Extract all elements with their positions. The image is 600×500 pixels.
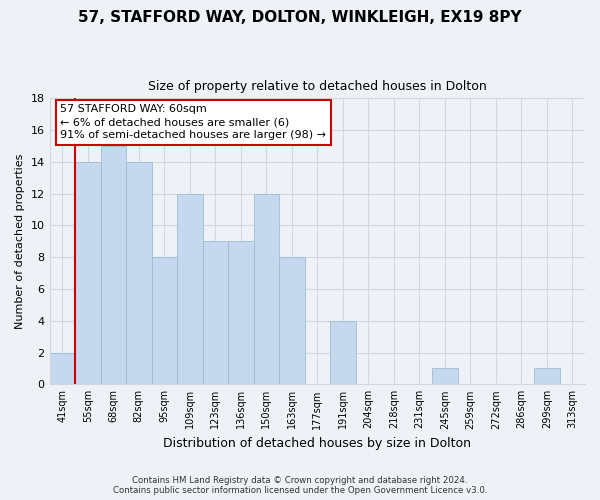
- Bar: [50, 352, 75, 384]
- Bar: [534, 368, 560, 384]
- Bar: [177, 194, 203, 384]
- Bar: [152, 257, 177, 384]
- Y-axis label: Number of detached properties: Number of detached properties: [15, 154, 25, 329]
- Bar: [228, 242, 254, 384]
- Title: Size of property relative to detached houses in Dolton: Size of property relative to detached ho…: [148, 80, 487, 93]
- Text: 57, STAFFORD WAY, DOLTON, WINKLEIGH, EX19 8PY: 57, STAFFORD WAY, DOLTON, WINKLEIGH, EX1…: [78, 10, 522, 25]
- Bar: [432, 368, 458, 384]
- Bar: [101, 146, 126, 384]
- Bar: [330, 321, 356, 384]
- Bar: [203, 242, 228, 384]
- Text: 57 STAFFORD WAY: 60sqm
← 6% of detached houses are smaller (6)
91% of semi-detac: 57 STAFFORD WAY: 60sqm ← 6% of detached …: [60, 104, 326, 141]
- Bar: [126, 162, 152, 384]
- X-axis label: Distribution of detached houses by size in Dolton: Distribution of detached houses by size …: [163, 437, 471, 450]
- Text: Contains HM Land Registry data © Crown copyright and database right 2024.
Contai: Contains HM Land Registry data © Crown c…: [113, 476, 487, 495]
- Bar: [254, 194, 279, 384]
- Bar: [279, 257, 305, 384]
- Bar: [75, 162, 101, 384]
